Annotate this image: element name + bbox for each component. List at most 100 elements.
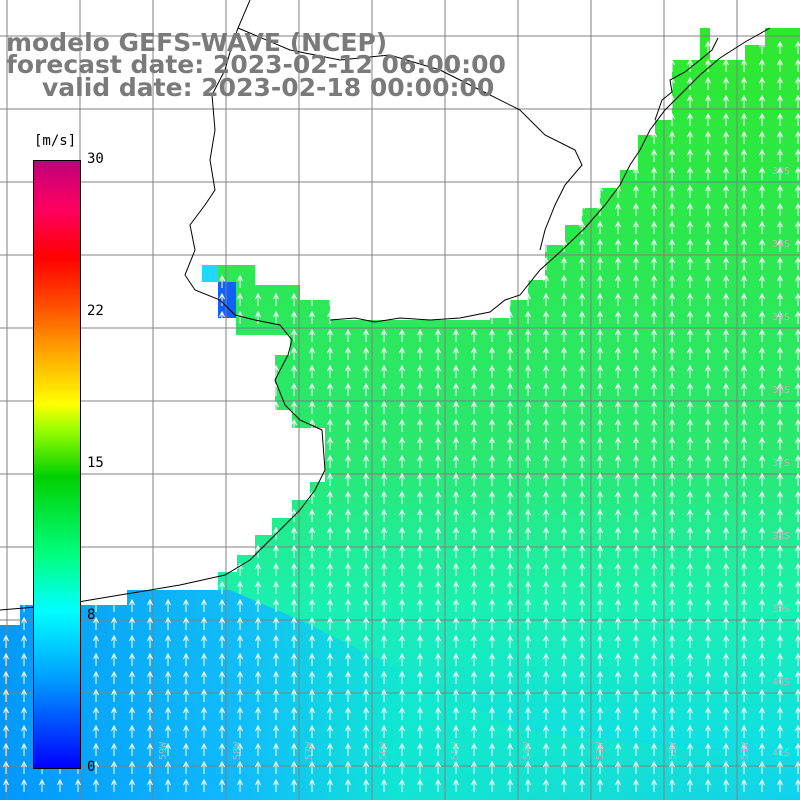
ocean-cyan-spot	[202, 265, 218, 282]
wind-arrow	[777, 454, 783, 468]
wind-arrow	[507, 706, 513, 720]
wind-arrow	[705, 742, 711, 756]
wind-arrow	[777, 562, 783, 576]
wind-arrow	[471, 382, 477, 396]
wind-arrow	[219, 310, 225, 324]
wind-arrow	[525, 652, 531, 666]
wind-arrow	[525, 562, 531, 576]
wind-arrow	[201, 616, 207, 630]
wind-arrow	[129, 778, 135, 792]
wind-arrow	[543, 454, 549, 468]
wind-arrow	[381, 382, 387, 396]
wind-arrow	[561, 616, 567, 630]
wind-arrow	[669, 328, 675, 342]
wind-arrow	[759, 670, 765, 684]
wind-arrow	[597, 724, 603, 738]
wind-arrow	[273, 292, 279, 306]
wind-arrow	[273, 598, 279, 612]
wind-arrow	[201, 706, 207, 720]
wind-arrow	[363, 778, 369, 792]
wind-arrow	[453, 688, 459, 702]
wind-arrow	[669, 310, 675, 324]
wind-arrow	[651, 670, 657, 684]
wind-arrow	[759, 526, 765, 540]
wind-arrow	[705, 436, 711, 450]
wind-arrow	[147, 652, 153, 666]
wind-arrow	[399, 382, 405, 396]
wind-arrow	[3, 724, 9, 738]
wind-arrow	[669, 130, 675, 144]
wind-arrow	[471, 328, 477, 342]
wind-arrow	[741, 778, 747, 792]
wind-arrow	[777, 238, 783, 252]
wind-arrow	[651, 580, 657, 594]
wind-arrow	[615, 688, 621, 702]
wind-arrow	[615, 706, 621, 720]
wind-arrow	[381, 490, 387, 504]
wind-arrow	[165, 598, 171, 612]
wind-arrow	[777, 616, 783, 630]
wind-arrow	[435, 778, 441, 792]
wind-arrow	[327, 454, 333, 468]
wind-arrow	[723, 652, 729, 666]
wind-arrow	[777, 346, 783, 360]
wind-arrow	[525, 292, 531, 306]
lon-label: 58W	[232, 741, 243, 760]
wind-arrow	[615, 274, 621, 288]
wind-arrow	[777, 166, 783, 180]
wind-arrow	[345, 706, 351, 720]
wind-arrow	[327, 670, 333, 684]
wind-arrow	[777, 436, 783, 450]
wind-arrow	[291, 580, 297, 594]
wind-arrow	[327, 652, 333, 666]
wind-arrow	[525, 418, 531, 432]
wind-arrow	[615, 562, 621, 576]
wind-arrow	[759, 220, 765, 234]
wind-arrow	[471, 580, 477, 594]
wind-arrow	[669, 724, 675, 738]
wind-arrow	[399, 544, 405, 558]
lon-label: 52W	[668, 741, 679, 760]
wind-arrow	[759, 580, 765, 594]
wind-arrow	[453, 436, 459, 450]
wind-arrow	[381, 706, 387, 720]
wind-arrow	[687, 238, 693, 252]
wind-arrow	[183, 760, 189, 774]
wind-arrow	[273, 580, 279, 594]
wind-arrow	[129, 634, 135, 648]
wind-arrow	[147, 616, 153, 630]
wind-arrow	[291, 526, 297, 540]
wind-arrow	[777, 706, 783, 720]
wind-arrow	[687, 256, 693, 270]
wind-arrow	[399, 652, 405, 666]
wind-arrow	[471, 508, 477, 522]
wind-arrow	[777, 652, 783, 666]
wind-arrow	[237, 760, 243, 774]
wind-arrow	[723, 454, 729, 468]
wind-arrow	[255, 670, 261, 684]
wind-arrow	[579, 652, 585, 666]
wind-arrow	[381, 418, 387, 432]
wind-arrow	[507, 688, 513, 702]
wind-arrow	[705, 130, 711, 144]
wind-arrow	[3, 778, 9, 792]
wind-arrow	[111, 616, 117, 630]
wind-arrow	[507, 544, 513, 558]
wind-arrow	[453, 526, 459, 540]
wind-arrow	[309, 364, 315, 378]
wind-arrow	[669, 292, 675, 306]
wind-arrow	[723, 616, 729, 630]
wind-arrow	[471, 490, 477, 504]
wind-arrow	[471, 724, 477, 738]
wind-arrow	[597, 778, 603, 792]
wind-arrow	[741, 526, 747, 540]
wind-arrow	[489, 670, 495, 684]
wind-arrow	[777, 112, 783, 126]
wind-arrow	[345, 490, 351, 504]
wind-arrow	[597, 490, 603, 504]
wind-arrow	[759, 328, 765, 342]
wind-arrow	[471, 472, 477, 486]
wind-arrow	[633, 652, 639, 666]
wind-arrow	[417, 616, 423, 630]
wind-arrow	[399, 346, 405, 360]
